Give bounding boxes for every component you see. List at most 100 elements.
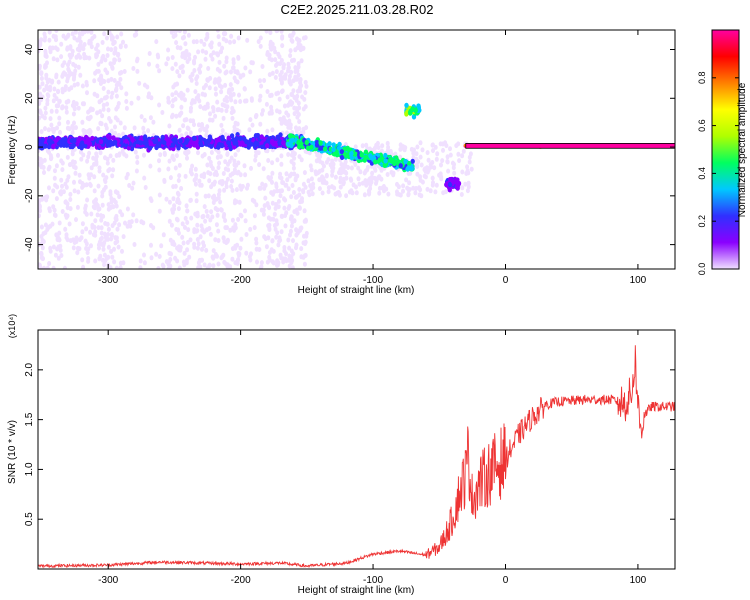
spectral-cell: [215, 99, 220, 105]
spectral-cell: [146, 128, 151, 134]
spectral-cell: [358, 169, 363, 175]
spectral-cell: [95, 138, 100, 144]
spectral-cell: [101, 102, 106, 108]
spectral-cell: [377, 190, 382, 196]
spectral-cell: [430, 142, 435, 148]
spectral-cell: [360, 143, 365, 149]
spectral-cell: [273, 75, 278, 80]
spectral-cell: [432, 165, 437, 171]
spectral-cell: [59, 253, 64, 258]
spectral-cell: [274, 234, 279, 240]
spectral-cell: [275, 230, 280, 236]
spectral-cell: [58, 247, 63, 253]
spectral-cell: [96, 183, 101, 189]
spectral-cell: [225, 151, 230, 157]
spectral-cell: [103, 179, 108, 185]
spectral-cell: [64, 142, 69, 148]
spectral-cell: [224, 108, 229, 114]
spectral-cell: [63, 226, 68, 232]
spectral-cell: [254, 149, 259, 155]
spectral-cell: [441, 190, 446, 196]
spectral-cell: [455, 182, 460, 189]
spectral-cell: [168, 237, 173, 243]
spectral-cell: [364, 182, 369, 188]
spectral-cell: [303, 79, 308, 85]
spectral-cell: [177, 112, 182, 118]
spectral-cell: [67, 86, 72, 92]
spectral-cell: [256, 39, 261, 45]
spectral-cell: [216, 34, 221, 40]
spectral-cell: [252, 213, 257, 219]
spectral-cell: [157, 208, 162, 214]
spectral-cell: [88, 114, 93, 120]
spectral-cell: [117, 152, 122, 158]
spectral-cell: [362, 192, 367, 198]
spectral-cell: [425, 150, 430, 156]
spectral-cell: [106, 107, 111, 113]
spectral-cell: [180, 221, 185, 227]
spectral-cell: [118, 209, 123, 215]
spectral-cell: [209, 209, 214, 215]
spectral-cell: [194, 172, 199, 178]
spectral-cell: [339, 162, 344, 167]
spectral-cell: [171, 196, 176, 202]
colorbar-label: Normalized spectral amplitude: [737, 82, 748, 217]
colorbar-tick-label: 0.0: [697, 263, 707, 276]
spectral-cell: [337, 192, 342, 198]
spectral-cell: [286, 102, 291, 108]
spectral-cell: [72, 159, 77, 165]
spectral-cell: [113, 124, 117, 130]
spectral-cell: [181, 240, 186, 246]
spectral-cell: [295, 93, 300, 99]
spectral-cell: [435, 151, 440, 157]
spectral-cell: [80, 119, 85, 125]
spectral-cell: [270, 160, 275, 166]
spectral-cell: [205, 77, 210, 83]
spectral-cell: [207, 178, 212, 184]
spectral-cell: [285, 177, 290, 183]
spectral-cell: [170, 153, 175, 159]
spectral-cell: [291, 165, 296, 171]
spectral-cell: [112, 60, 116, 66]
spectral-cell: [318, 140, 323, 146]
spectral-cell: [258, 93, 263, 99]
spectral-cell: [42, 115, 47, 121]
spectral-cell: [65, 78, 70, 84]
spectral-cell: [217, 188, 222, 194]
spectral-cell: [283, 197, 288, 203]
spectral-cell: [108, 141, 114, 147]
spectral-cell: [386, 191, 391, 197]
spectral-cell: [338, 175, 343, 181]
spectral-cell: [153, 138, 159, 144]
spectral-cell: [101, 242, 106, 248]
spectral-cell: [201, 240, 206, 246]
x-tick-label: 100: [630, 275, 647, 286]
spectral-cell: [226, 89, 231, 95]
spectral-cell: [263, 195, 268, 201]
spectral-cell: [460, 185, 465, 191]
spectral-cell: [277, 96, 282, 102]
spectral-cell: [45, 101, 50, 107]
spectral-cell: [46, 127, 51, 133]
spectral-cell: [193, 181, 198, 187]
spectral-cell: [321, 176, 326, 181]
spectral-cell: [102, 231, 107, 237]
spectral-cell: [92, 78, 97, 84]
spectral-cell: [331, 146, 336, 153]
spectral-cell: [326, 185, 331, 191]
spectral-cell: [278, 193, 283, 199]
spectral-cell: [194, 191, 199, 197]
spectral-cell: [234, 187, 239, 193]
spectral-cell: [320, 190, 325, 196]
spectral-cell: [135, 56, 140, 62]
spectral-cell: [94, 202, 98, 207]
spectral-cell: [286, 112, 291, 118]
spectral-cell: [71, 111, 76, 117]
spectral-cell: [401, 144, 406, 150]
spectral-cell: [177, 162, 182, 168]
spectral-cell: [182, 117, 187, 123]
spectral-cell: [290, 265, 295, 269]
spectral-cell: [267, 227, 272, 233]
spectral-cell: [231, 144, 237, 150]
